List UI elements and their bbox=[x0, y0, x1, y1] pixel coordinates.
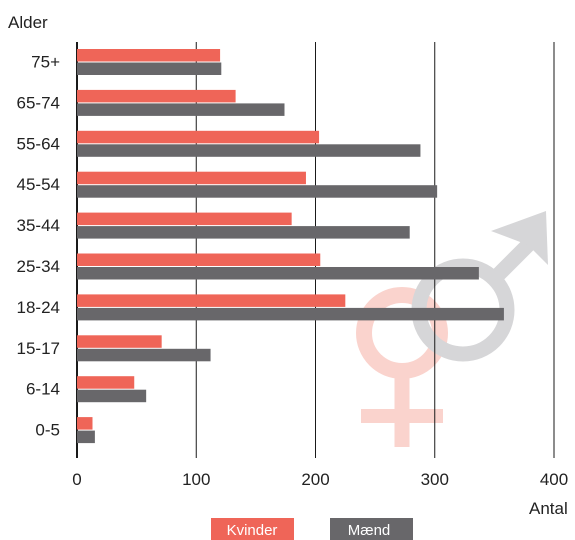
bar-maend-25-34 bbox=[77, 267, 479, 280]
bar-kvinder-15-17 bbox=[77, 335, 162, 348]
bar-kvinder-65-74 bbox=[77, 89, 236, 103]
legend-item-maend: Mænd bbox=[330, 518, 413, 540]
x-tick-labels: 0 100 200 300 400 bbox=[72, 470, 568, 489]
x-tick-label-100: 100 bbox=[182, 470, 210, 489]
bar-maend-75+ bbox=[77, 62, 222, 75]
bar-maend-35-44 bbox=[77, 226, 410, 239]
bar-kvinder-35-44 bbox=[77, 212, 292, 226]
bar-kvinder-75+ bbox=[77, 49, 221, 62]
category-label-65-74: 65-74 bbox=[17, 93, 60, 112]
legend-swatch-maend bbox=[330, 518, 413, 540]
category-label-35-44: 35-44 bbox=[17, 216, 60, 235]
category-label-45-54: 45-54 bbox=[17, 175, 60, 194]
bar-maend-45-54 bbox=[77, 185, 438, 198]
legend-label-maend: Mænd bbox=[348, 522, 391, 539]
x-tick-label-300: 300 bbox=[421, 470, 449, 489]
category-label-55-64: 55-64 bbox=[17, 134, 60, 153]
bar-maend-18-24 bbox=[77, 307, 504, 321]
category-label-0-5: 0-5 bbox=[35, 421, 60, 440]
legend: Kvinder Mænd bbox=[211, 518, 413, 540]
bar-maend-55-64 bbox=[77, 144, 421, 157]
category-label-6-14: 6-14 bbox=[26, 380, 60, 399]
category-label-25-34: 25-34 bbox=[17, 257, 60, 276]
category-label-15-17: 15-17 bbox=[17, 339, 60, 358]
bar-kvinder-45-54 bbox=[77, 171, 306, 185]
bar-maend-65-74 bbox=[77, 103, 285, 116]
bar-maend-6-14 bbox=[77, 389, 147, 403]
bar-maend-0-5 bbox=[77, 430, 95, 444]
bar-kvinder-25-34 bbox=[77, 253, 321, 266]
x-tick-label-200: 200 bbox=[301, 470, 329, 489]
category-label-75+: 75+ bbox=[31, 53, 60, 72]
category-labels: 75+ 65-74 55-64 45-54 35-44 25-34 18-24 15-17 6-… bbox=[17, 53, 61, 440]
legend-swatch-kvinder bbox=[211, 518, 294, 540]
female-symbol-icon bbox=[356, 287, 448, 447]
y-axis-title: Alder bbox=[8, 13, 48, 32]
bar-kvinder-55-64 bbox=[77, 130, 320, 144]
x-tick-label-400: 400 bbox=[540, 470, 568, 489]
bar-kvinder-18-24 bbox=[77, 294, 346, 307]
bars-group bbox=[77, 49, 504, 444]
bar-kvinder-0-5 bbox=[77, 417, 93, 430]
bar-maend-15-17 bbox=[77, 348, 211, 362]
x-tick-label-0: 0 bbox=[72, 470, 81, 489]
bar-kvinder-6-14 bbox=[77, 376, 135, 389]
category-label-18-24: 18-24 bbox=[17, 298, 60, 317]
legend-label-kvinder: Kvinder bbox=[227, 522, 278, 539]
legend-item-kvinder: Kvinder bbox=[211, 518, 294, 540]
x-axis-title: Antal bbox=[529, 499, 568, 518]
